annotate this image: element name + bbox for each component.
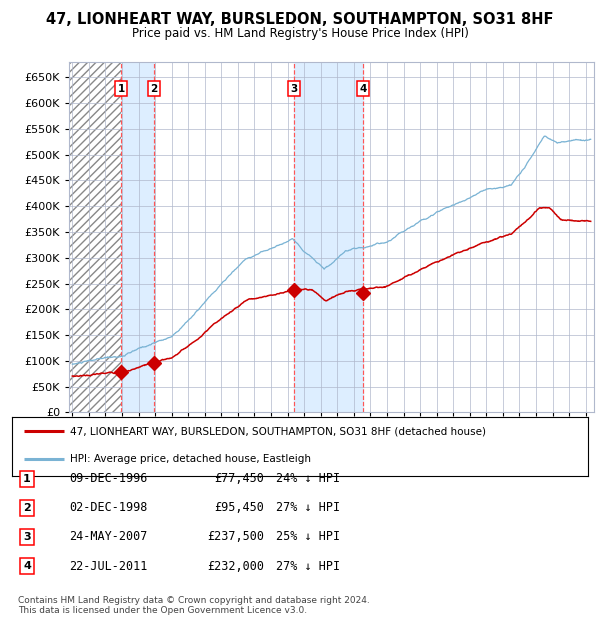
Text: 3: 3 xyxy=(290,84,298,94)
Text: £77,450: £77,450 xyxy=(214,472,264,485)
Text: 4: 4 xyxy=(359,84,367,94)
Text: Price paid vs. HM Land Registry's House Price Index (HPI): Price paid vs. HM Land Registry's House … xyxy=(131,27,469,40)
Text: 27% ↓ HPI: 27% ↓ HPI xyxy=(276,560,340,572)
Text: 3: 3 xyxy=(23,532,31,542)
Text: 47, LIONHEART WAY, BURSLEDON, SOUTHAMPTON, SO31 8HF (detached house): 47, LIONHEART WAY, BURSLEDON, SOUTHAMPTO… xyxy=(70,427,485,436)
Text: £95,450: £95,450 xyxy=(214,502,264,514)
Text: £232,000: £232,000 xyxy=(207,560,264,572)
Text: 09-DEC-1996: 09-DEC-1996 xyxy=(69,472,148,485)
Text: 24-MAY-2007: 24-MAY-2007 xyxy=(69,531,148,543)
Text: £237,500: £237,500 xyxy=(207,531,264,543)
Text: 02-DEC-1998: 02-DEC-1998 xyxy=(69,502,148,514)
Text: 24% ↓ HPI: 24% ↓ HPI xyxy=(276,472,340,485)
Bar xyxy=(294,62,363,412)
Text: 27% ↓ HPI: 27% ↓ HPI xyxy=(276,502,340,514)
Text: 1: 1 xyxy=(23,474,31,484)
Text: 47, LIONHEART WAY, BURSLEDON, SOUTHAMPTON, SO31 8HF: 47, LIONHEART WAY, BURSLEDON, SOUTHAMPTO… xyxy=(46,12,554,27)
Text: 25% ↓ HPI: 25% ↓ HPI xyxy=(276,531,340,543)
Text: HPI: Average price, detached house, Eastleigh: HPI: Average price, detached house, East… xyxy=(70,454,311,464)
Text: 4: 4 xyxy=(23,561,31,571)
Bar xyxy=(121,62,154,412)
Text: Contains HM Land Registry data © Crown copyright and database right 2024.
This d: Contains HM Land Registry data © Crown c… xyxy=(18,596,370,615)
Bar xyxy=(69,62,121,412)
Text: 2: 2 xyxy=(23,503,31,513)
Text: 1: 1 xyxy=(118,84,125,94)
Text: 2: 2 xyxy=(150,84,157,94)
Text: 22-JUL-2011: 22-JUL-2011 xyxy=(69,560,148,572)
